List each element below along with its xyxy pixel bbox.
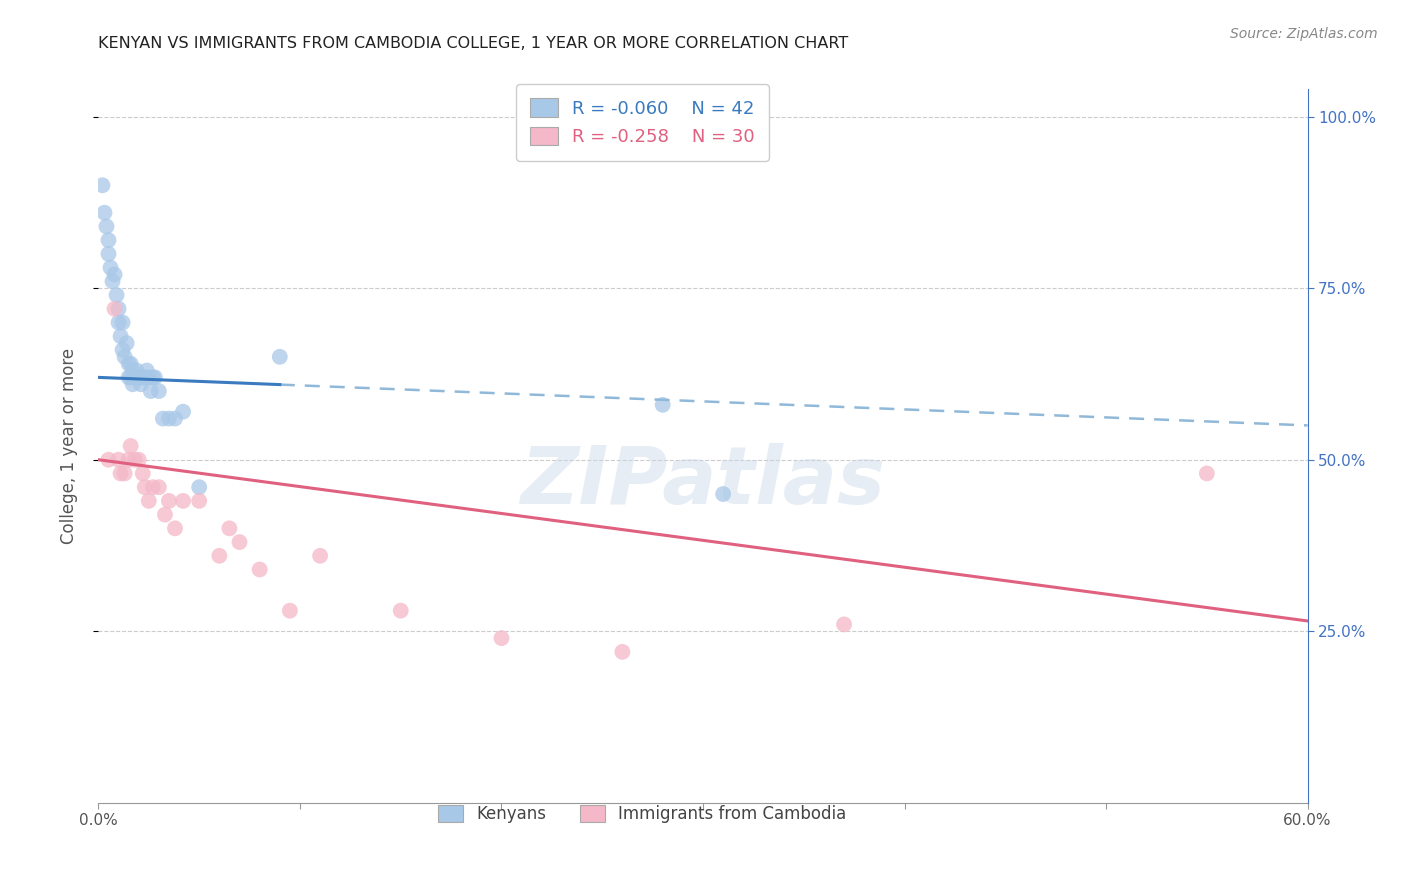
Point [132, 467, 155, 481]
Point [115, 336, 138, 351]
Point [118, 370, 141, 384]
Point [103, 268, 125, 282]
Point [143, 370, 166, 384]
Point [612, 645, 634, 659]
Text: Source: ZipAtlas.com: Source: ZipAtlas.com [1230, 27, 1378, 41]
Point [139, 384, 162, 398]
Point [101, 274, 124, 288]
Point [93, 205, 115, 219]
Point [97, 247, 120, 261]
Point [128, 452, 150, 467]
Point [114, 350, 136, 364]
Point [269, 350, 291, 364]
Point [152, 411, 174, 425]
Point [163, 521, 186, 535]
Point [97, 233, 120, 247]
Point [389, 604, 412, 618]
Point [135, 363, 157, 377]
Point [142, 370, 165, 384]
Text: ZIPatlas: ZIPatlas [520, 442, 886, 521]
Point [157, 411, 180, 425]
Point [124, 370, 146, 384]
Point [103, 301, 125, 316]
Point [218, 521, 240, 535]
Point [651, 398, 673, 412]
Point [120, 370, 142, 384]
Point [121, 363, 143, 377]
Point [134, 480, 156, 494]
Point [107, 316, 129, 330]
Point [114, 467, 136, 481]
Point [111, 316, 134, 330]
Point [163, 411, 186, 425]
Point [172, 405, 194, 419]
Point [172, 494, 194, 508]
Point [309, 549, 332, 563]
Point [208, 549, 231, 563]
Point [105, 288, 128, 302]
Point [134, 370, 156, 384]
Point [91, 178, 114, 193]
Point [148, 384, 170, 398]
Y-axis label: College, 1 year or more: College, 1 year or more [59, 348, 77, 544]
Point [157, 494, 180, 508]
Legend: Kenyans, Immigrants from Cambodia: Kenyans, Immigrants from Cambodia [432, 798, 853, 830]
Point [118, 452, 141, 467]
Point [100, 260, 122, 275]
Point [188, 494, 211, 508]
Point [129, 377, 152, 392]
Point [138, 494, 160, 508]
Point [124, 452, 146, 467]
Point [118, 357, 141, 371]
Point [110, 467, 132, 481]
Point [278, 604, 301, 618]
Point [1195, 467, 1218, 481]
Point [138, 370, 160, 384]
Point [120, 439, 142, 453]
Point [711, 487, 734, 501]
Text: KENYAN VS IMMIGRANTS FROM CAMBODIA COLLEGE, 1 YEAR OR MORE CORRELATION CHART: KENYAN VS IMMIGRANTS FROM CAMBODIA COLLE… [98, 36, 849, 51]
Point [107, 452, 129, 467]
Point [188, 480, 211, 494]
Point [153, 508, 176, 522]
Point [832, 617, 855, 632]
Point [128, 370, 150, 384]
Point [97, 452, 120, 467]
Point [249, 562, 271, 576]
Point [110, 329, 132, 343]
Point [96, 219, 118, 234]
Point [142, 480, 165, 494]
Point [228, 535, 250, 549]
Point [121, 377, 143, 392]
Point [107, 301, 129, 316]
Point [125, 363, 148, 377]
Point [491, 631, 513, 645]
Point [111, 343, 134, 357]
Point [132, 370, 155, 384]
Point [148, 480, 170, 494]
Point [120, 357, 142, 371]
